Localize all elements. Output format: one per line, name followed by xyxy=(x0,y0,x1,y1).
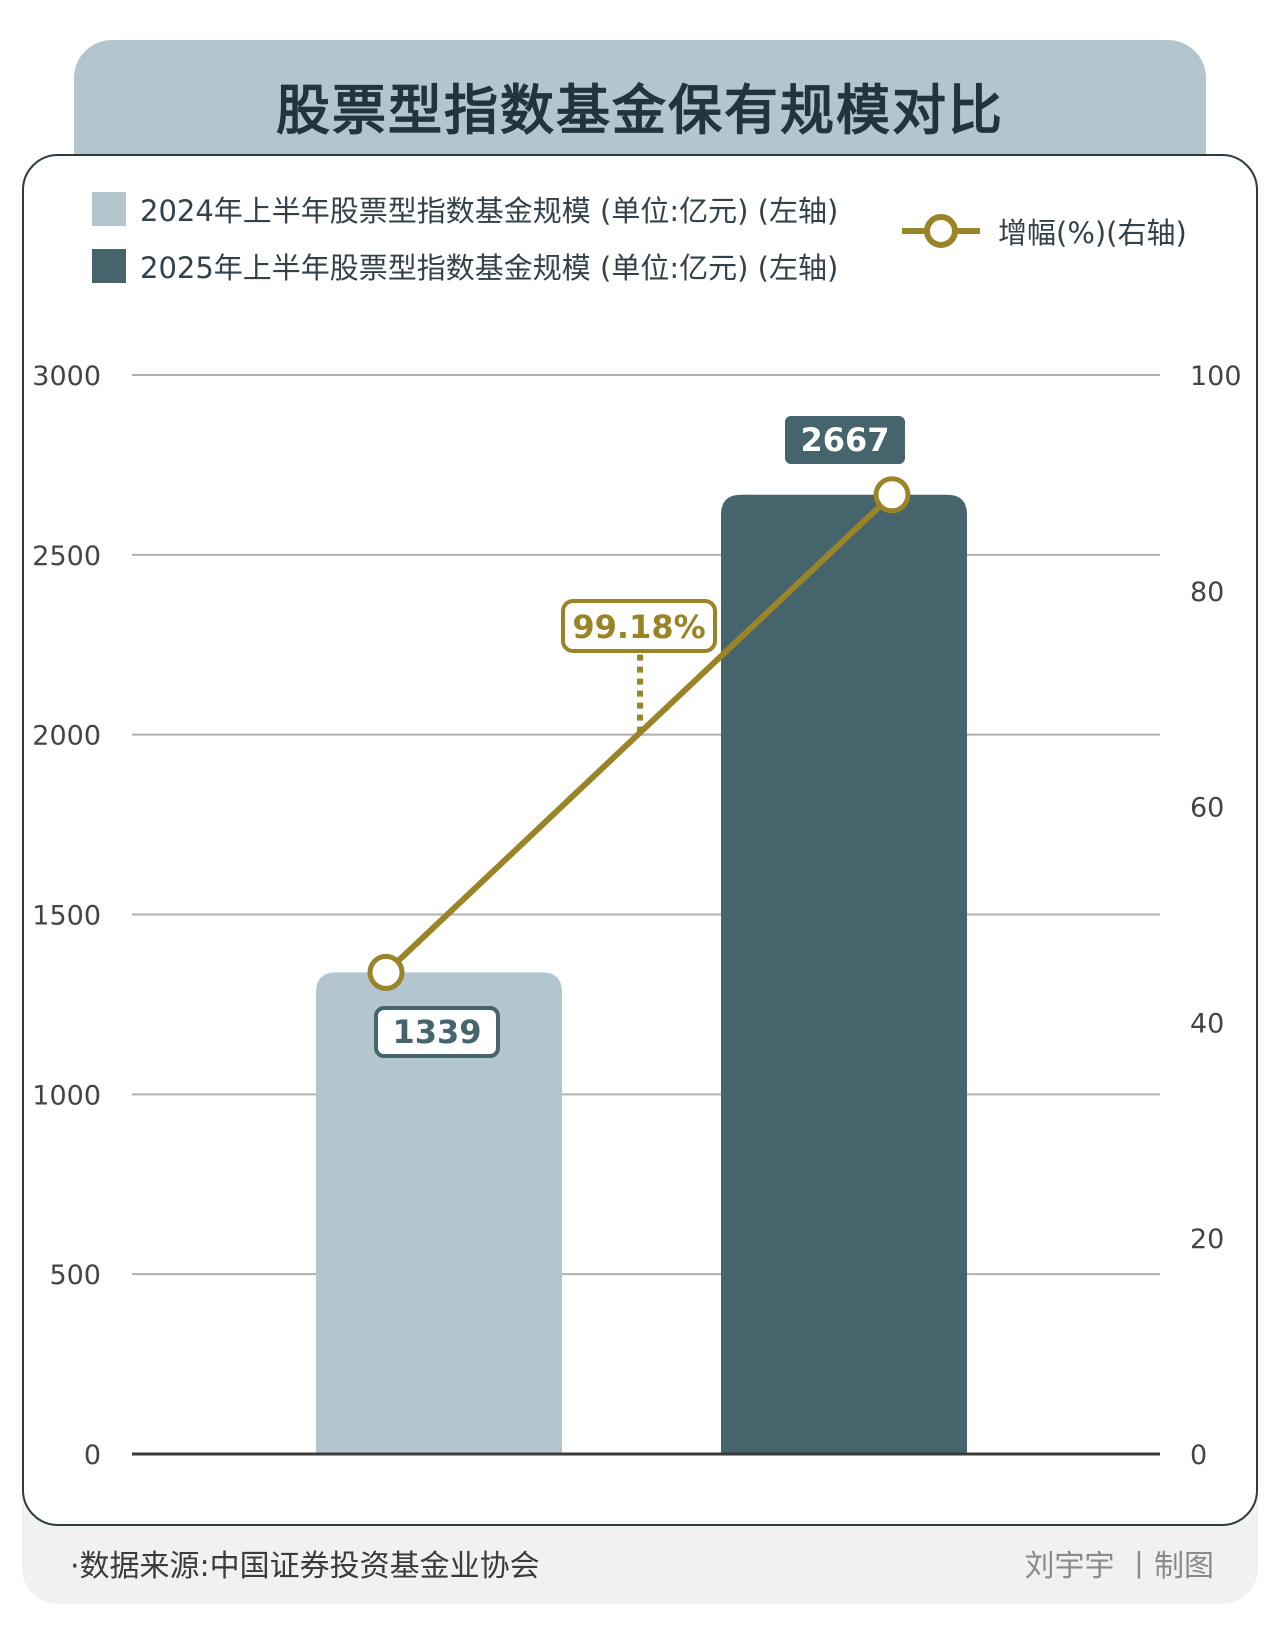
y-right-tick-label: 80 xyxy=(1190,577,1224,608)
legend-item-growth: 增幅(%)(右轴) xyxy=(900,210,1187,252)
growth-point-end xyxy=(873,476,911,514)
legend-swatch-2025 xyxy=(92,249,126,283)
bar-2024 xyxy=(316,972,562,1454)
legend-label-growth: 增幅(%)(右轴) xyxy=(998,216,1187,250)
chart-panel: 2024年上半年股票型指数基金规模 (单位:亿元) (左轴) 2025年上半年股… xyxy=(22,154,1258,1526)
growth-label-box xyxy=(561,599,717,653)
bar-label-box-2024 xyxy=(374,1006,500,1058)
growth-point-start xyxy=(367,953,405,991)
bar-2025 xyxy=(721,494,967,1454)
legend-label-2025: 2025年上半年股票型指数基金规模 (单位:亿元) (左轴) xyxy=(140,251,839,285)
bar-label-2025: 2667 xyxy=(800,421,889,459)
y-right-tick-label: 100 xyxy=(1190,361,1242,392)
y-left-tick-label: 1000 xyxy=(32,1080,101,1111)
bar-label-box-2025 xyxy=(785,416,905,464)
y-left-tick-label: 0 xyxy=(84,1440,101,1471)
y-left-tick-label: 2000 xyxy=(32,721,101,752)
legend-item-2025: 2025年上半年股票型指数基金规模 (单位:亿元) (左轴) xyxy=(92,246,838,286)
legend-swatch-2024 xyxy=(92,192,126,226)
y-right-tick-label: 60 xyxy=(1190,793,1224,824)
growth-label: 99.18% xyxy=(572,608,705,646)
bar-label-2024: 1339 xyxy=(392,1013,481,1051)
y-left-tick-label: 500 xyxy=(49,1260,101,1291)
y-left-tick-label: 1500 xyxy=(32,901,101,932)
chart-title: 股票型指数基金保有规模对比 xyxy=(276,79,1004,142)
y-left-tick-label: 3000 xyxy=(32,361,101,392)
legend-item-2024: 2024年上半年股票型指数基金规模 (单位:亿元) (左轴) xyxy=(92,189,838,229)
legend-line-marker xyxy=(902,214,980,248)
growth-line xyxy=(383,492,895,975)
y-right-tick-label: 0 xyxy=(1190,1440,1207,1471)
y-right-tick-label: 40 xyxy=(1190,1008,1224,1039)
y-right-tick-label: 20 xyxy=(1190,1224,1224,1255)
credit: 刘宇宇 丨制图 xyxy=(1024,1549,1214,1584)
data-source: ·数据来源:中国证券投资基金业协会 xyxy=(70,1549,540,1584)
y-left-tick-label: 2500 xyxy=(32,541,101,572)
legend-label-2024: 2024年上半年股票型指数基金规模 (单位:亿元) (左轴) xyxy=(140,194,839,228)
